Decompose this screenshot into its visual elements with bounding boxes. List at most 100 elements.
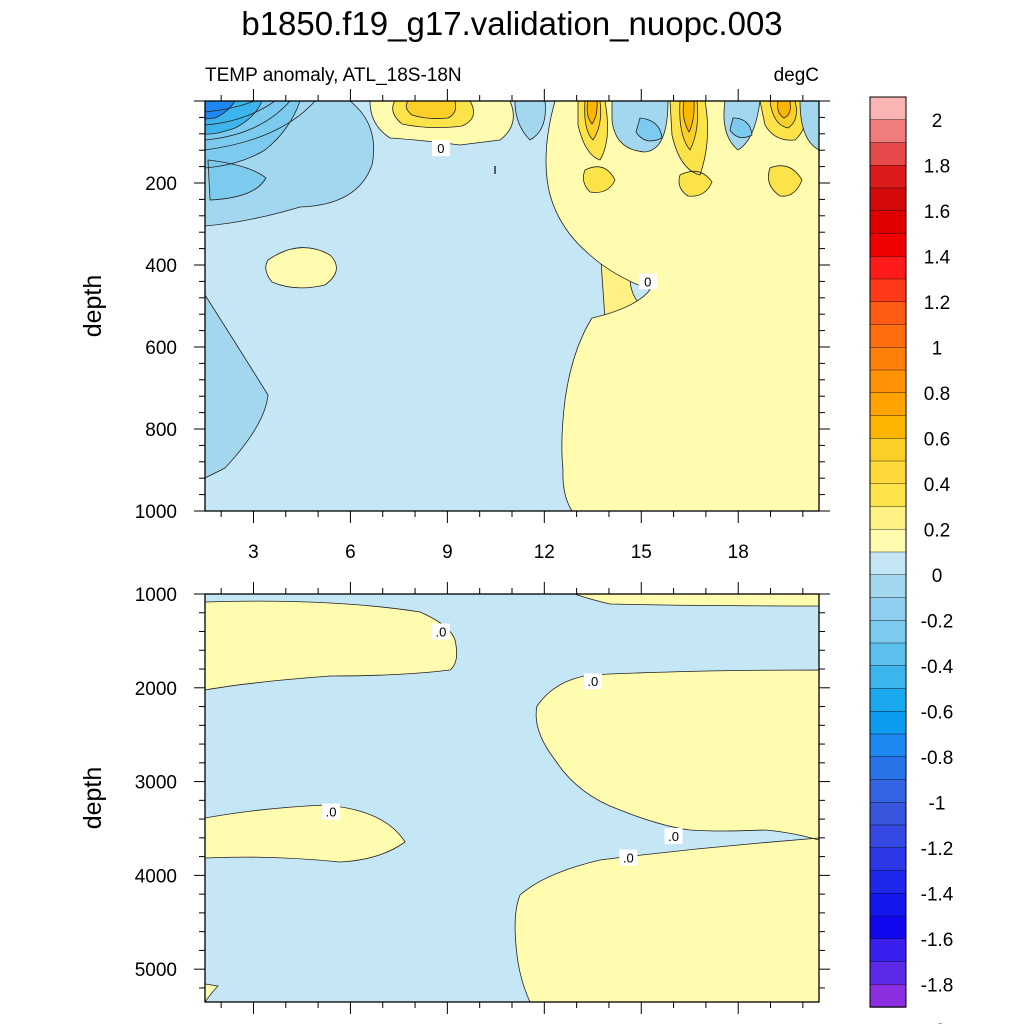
upper-x-tick-label: 3 [248, 542, 259, 563]
colorbar-tick-label: -1.8 [921, 975, 954, 996]
lower-y-tick-label: 3000 [135, 773, 177, 794]
colorbar-swatch [869, 893, 907, 917]
upper-positive-region-shallow [265, 101, 819, 511]
colorbar-swatch [869, 142, 907, 166]
upper-y-axis-label: depth [79, 275, 107, 338]
lower-y-tick-label: 2000 [135, 679, 177, 700]
colorbar-tick-label: 0.6 [924, 429, 950, 450]
lower-y-tick-label: 5000 [135, 960, 177, 981]
colorbar-tick-label: -1 [929, 793, 946, 814]
upper-contour-field [205, 101, 819, 511]
upper-y-tick-label: 800 [145, 420, 177, 441]
colorbar-swatch [869, 119, 907, 144]
colorbar: 2 1.8 1.6 1.4 1.2 1 0.8 0.6 0.4 0.2 0 -0.2 -0.4 -0.6 -… [869, 96, 954, 1024]
lower-panel: 1000 2000 3000 4000 5000 .0 .0 .0 .0 .0 depth [79, 582, 830, 1014]
colorbar-swatch [869, 642, 907, 667]
colorbar-swatch [869, 483, 907, 508]
colorbar-swatch [869, 187, 907, 212]
upper-positive-peaks [586, 101, 791, 133]
lower-y-tick-label: 1000 [135, 585, 177, 606]
colorbar-swatch [869, 460, 907, 485]
colorbar-tick-label: -0.8 [921, 748, 954, 769]
colorbar-swatch [869, 847, 907, 872]
colorbar-swatch [869, 256, 907, 280]
colorbar-tick-label: 1.4 [924, 247, 951, 268]
colorbar-swatch [869, 324, 907, 348]
upper-surface-contours [205, 101, 316, 151]
colorbar-tick-label: 1.2 [924, 293, 950, 314]
upper-panel: TEMP anomaly, ATL_18S-18N degC 3 6 9 12 15 18… [79, 65, 830, 563]
colorbar-swatch [869, 301, 907, 326]
lower-contour-label-bg [619, 849, 638, 866]
colorbar-frame [869, 96, 907, 1008]
colorbar-tick-label: 0.8 [924, 384, 950, 405]
colorbar-swatch [869, 347, 907, 371]
colorbar-swatch [869, 688, 907, 712]
upper-x-tick-label: 15 [631, 542, 652, 563]
colorbar-tick-label: 0.4 [924, 475, 951, 496]
colorbar-swatch [869, 733, 907, 758]
colorbar-swatch [869, 506, 907, 530]
lower-y-axis-label: depth [79, 767, 107, 830]
upper-contour-label: 0 [437, 141, 444, 156]
colorbar-swatch [869, 824, 907, 849]
colorbar-tick-label: -1.2 [921, 839, 954, 860]
colorbar-tick-label: -0.4 [921, 657, 954, 678]
lower-contour-label-bg [322, 803, 341, 820]
colorbar-swatch [869, 665, 907, 690]
colorbar-swatch [869, 870, 907, 894]
upper-contour-labels: 00 [431, 140, 657, 290]
colorbar-tick-label: 1 [932, 338, 943, 359]
lower-contour-label-bg [583, 673, 602, 690]
colorbar-swatch [869, 278, 907, 303]
upper-y-tick-label: 400 [145, 256, 177, 277]
lower-contour-labels: .0 .0 .0 .0 .0 [322, 623, 683, 866]
upper-positive-cells [392, 101, 806, 197]
lower-contour-label-bg [664, 827, 683, 844]
colorbar-swatch [869, 369, 907, 394]
colorbar-swatch [869, 984, 907, 1008]
lower-axes: 1000 2000 3000 4000 5000 [135, 582, 830, 1014]
lower-contour-label-bg [431, 623, 450, 640]
colorbar-swatch [869, 779, 907, 803]
upper-y-tick-label: 200 [145, 174, 177, 195]
colorbar-swatch [869, 597, 907, 621]
lower-contour-label: .0 [326, 805, 337, 820]
colorbar-swatch [869, 438, 907, 462]
colorbar-swatch [869, 938, 907, 963]
upper-x-tick-label: 18 [728, 542, 749, 563]
lower-contour-label: .0 [587, 674, 598, 689]
upper-axes: 3 6 9 12 15 18 200 400 600 800 1000 [135, 89, 830, 563]
colorbar-swatch [869, 233, 907, 257]
colorbar-swatch [869, 210, 907, 235]
lower-positive-regions [205, 594, 819, 1002]
colorbar-swatch [869, 711, 907, 735]
upper-y-tick-label: 1000 [135, 502, 177, 523]
upper-x-tick-label: 9 [442, 542, 453, 563]
colorbar-swatch [869, 415, 907, 439]
colorbar-swatch [869, 392, 907, 417]
upper-contour-label: 0 [644, 274, 651, 289]
colorbar-tick-label: -0.6 [921, 702, 954, 723]
colorbar-tick-label: 1.8 [924, 156, 950, 177]
colorbar-tick-label: 1.6 [924, 202, 950, 223]
lower-contour-field [205, 594, 819, 1002]
upper-y-tick-label: 600 [145, 338, 177, 359]
colorbar-swatch [869, 802, 907, 826]
colorbar-tick-label: -0.2 [921, 611, 954, 632]
upper-x-tick-label: 12 [534, 542, 555, 563]
upper-contour-label-bg [638, 273, 657, 290]
upper-negative-region-deep [205, 101, 753, 201]
colorbar-tick-label: 0.2 [924, 520, 950, 541]
upper-panel-units: degC [774, 65, 819, 86]
colorbar-swatch [869, 574, 907, 599]
figure-title: b1850.f19_g17.validation_nuopc.003 [241, 5, 782, 42]
colorbar-swatch [869, 961, 907, 985]
colorbar-swatch [869, 529, 907, 553]
lower-contour-label: .0 [668, 829, 679, 844]
upper-panel-title-left: TEMP anomaly, ATL_18S-18N [205, 65, 462, 86]
lower-contour-label: .0 [623, 851, 634, 866]
colorbar-swatch [869, 165, 907, 189]
colorbar-tick-label: -1.4 [921, 884, 954, 905]
colorbar-tick-label: 2 [932, 111, 943, 132]
